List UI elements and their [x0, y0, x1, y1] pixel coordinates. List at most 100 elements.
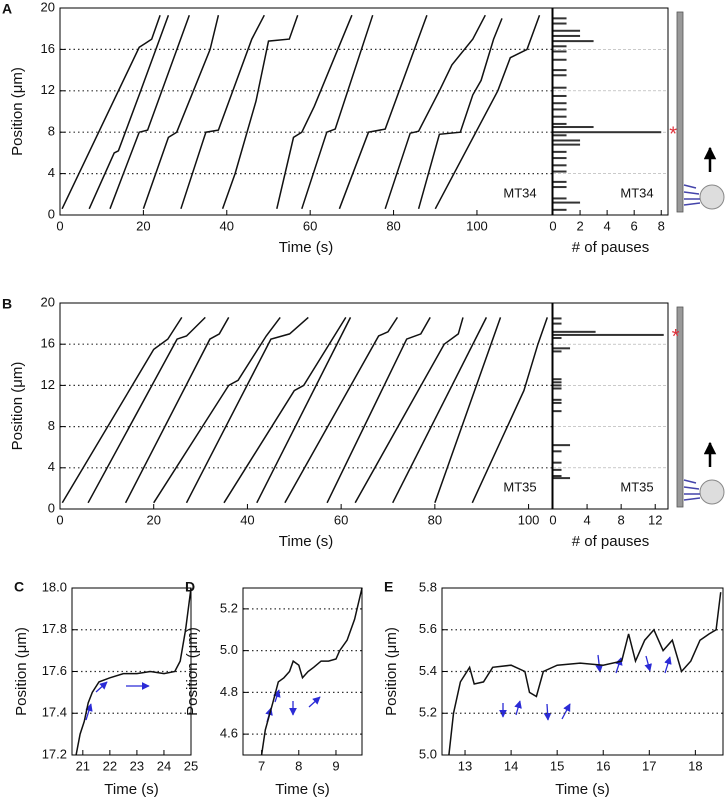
x-axis-label: Time (s): [279, 533, 333, 550]
y-tick-label: 5.8: [419, 579, 437, 594]
x-tick-label: 0: [56, 218, 63, 233]
bar: [553, 86, 567, 89]
y-tick-label: 0: [48, 206, 55, 221]
x-tick-label: 60: [334, 512, 348, 527]
plot-frame: [441, 587, 724, 756]
bar: [553, 444, 571, 447]
trace: [301, 14, 374, 210]
bar: [553, 378, 562, 381]
trace: [61, 14, 161, 210]
bar: [553, 134, 567, 137]
x-tick-label: 2: [576, 218, 583, 233]
bar: [553, 22, 567, 25]
x-tick-label: 80: [386, 218, 400, 233]
bar: [553, 381, 562, 384]
trace: [354, 317, 464, 504]
significance-marker: *: [669, 123, 677, 145]
x-tick-label: 7: [258, 758, 265, 773]
x-tick-label: 0: [549, 512, 556, 527]
x-tick-label: 4: [583, 512, 590, 527]
y-tick-label: 12: [41, 377, 55, 392]
bar: [553, 50, 567, 53]
bar: [553, 94, 567, 97]
trace: [75, 587, 192, 756]
bar: [553, 74, 567, 77]
x-tick-label: 8: [658, 218, 665, 233]
bar: [553, 45, 567, 48]
bar: [553, 139, 581, 142]
y-tick-label: 5.6: [419, 621, 437, 636]
plot-frame: [552, 302, 669, 510]
y-tick-label: 17.4: [42, 705, 67, 720]
trace: [471, 317, 549, 504]
x-axis-label: Time (s): [555, 781, 609, 798]
bar: [553, 164, 567, 167]
bar: [553, 398, 562, 401]
x-tick-label: 0: [56, 512, 63, 527]
x-axis-label: Time (s): [104, 781, 158, 798]
y-tick-label: 4.6: [220, 726, 238, 741]
bar: [553, 131, 662, 134]
bar: [553, 126, 594, 129]
x-tick-label: 13: [458, 758, 472, 773]
trace: [221, 14, 299, 210]
panel-letter: D: [185, 579, 195, 595]
x-axis-label: # of pauses: [572, 533, 650, 550]
trace: [284, 316, 399, 504]
bar: [553, 197, 567, 200]
bar: [553, 69, 567, 72]
trace: [384, 14, 486, 210]
y-tick-label: 5.0: [419, 746, 437, 761]
bar: [553, 461, 562, 464]
bar: [553, 143, 581, 146]
bar: [553, 180, 567, 183]
trace: [326, 317, 431, 504]
trace: [223, 317, 347, 504]
plot-frame: [242, 587, 363, 756]
bar: [553, 330, 596, 333]
y-tick-label: 8: [48, 124, 55, 139]
x-tick-label: 25: [184, 758, 198, 773]
x-axis-label: Time (s): [275, 781, 329, 798]
y-tick-label: 5.4: [419, 663, 437, 678]
bar: [553, 34, 581, 37]
y-tick-label: 16: [41, 41, 55, 56]
bar: [553, 58, 567, 61]
cartoon: [676, 11, 725, 508]
y-tick-label: 4: [48, 165, 55, 180]
x-tick-label: 21: [76, 758, 90, 773]
trace: [448, 592, 722, 756]
bar: [553, 477, 571, 480]
y-tick-label: 12: [41, 82, 55, 97]
trace: [434, 317, 502, 504]
y-tick-label: 17.6: [42, 663, 67, 678]
y-axis-label: Position (μm): [9, 362, 26, 451]
trace: [180, 14, 265, 210]
panel-letter: E: [384, 579, 393, 595]
y-axis-label: Position (μm): [184, 627, 201, 716]
trace: [124, 317, 230, 504]
trace: [392, 317, 488, 504]
trace: [338, 14, 428, 210]
trace: [185, 316, 309, 504]
trace: [87, 316, 206, 504]
x-tick-label: 14: [504, 758, 518, 773]
x-tick-label: 80: [428, 512, 442, 527]
panel-note: MT35: [620, 479, 653, 494]
bar: [553, 17, 567, 20]
trace: [276, 14, 353, 209]
plot-frame: [59, 7, 553, 216]
y-axis-label: Position (μm): [383, 627, 400, 716]
x-tick-label: 17: [642, 758, 656, 773]
panel-note: MT34: [620, 185, 653, 200]
plot-frame: [71, 587, 192, 756]
x-tick-label: 100: [466, 218, 488, 233]
y-tick-label: 17.8: [42, 621, 67, 636]
bar: [553, 350, 562, 353]
x-tick-label: 22: [103, 758, 117, 773]
x-tick-label: 15: [550, 758, 564, 773]
bar: [553, 208, 567, 211]
trace: [61, 316, 183, 504]
panel-letter: A: [2, 1, 12, 17]
